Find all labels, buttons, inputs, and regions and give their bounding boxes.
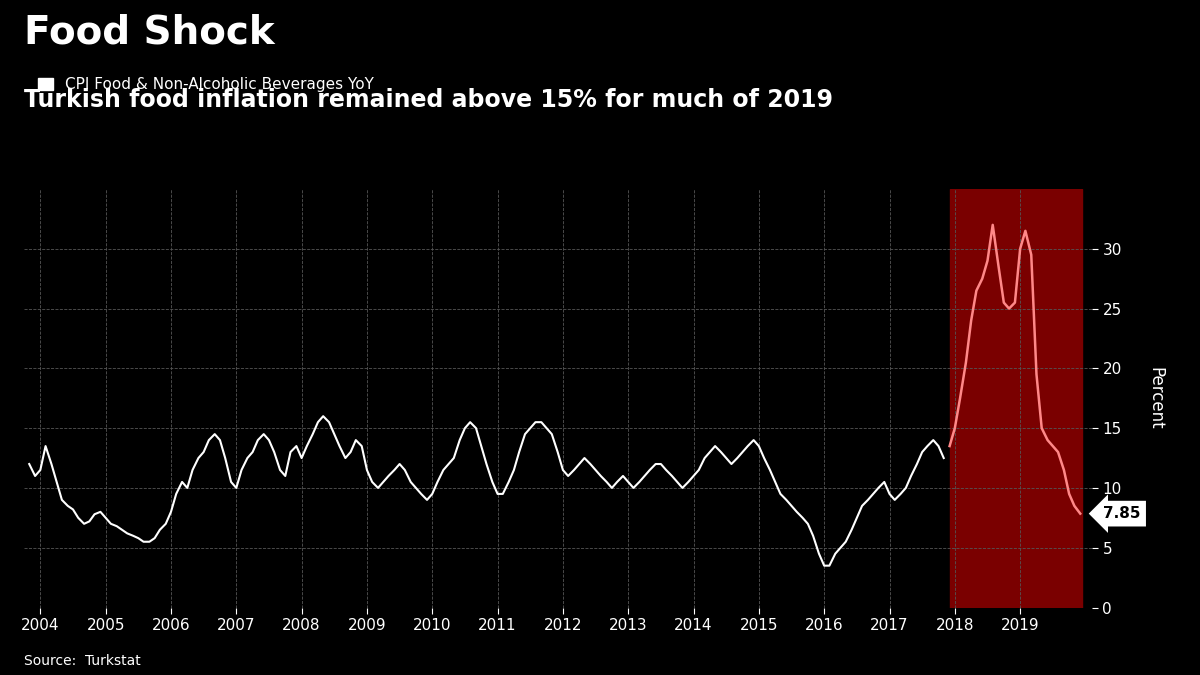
Text: 7.85: 7.85 — [1103, 506, 1141, 521]
Legend: CPI Food & Non-Alcoholic Beverages YoY: CPI Food & Non-Alcoholic Beverages YoY — [31, 71, 380, 99]
Y-axis label: Percent: Percent — [1147, 367, 1165, 429]
Text: Turkish food inflation remained above 15% for much of 2019: Turkish food inflation remained above 15… — [24, 88, 833, 112]
Text: Food Shock: Food Shock — [24, 14, 275, 51]
Text: Source:  Turkstat: Source: Turkstat — [24, 654, 140, 668]
Bar — [949, 189, 1082, 608]
